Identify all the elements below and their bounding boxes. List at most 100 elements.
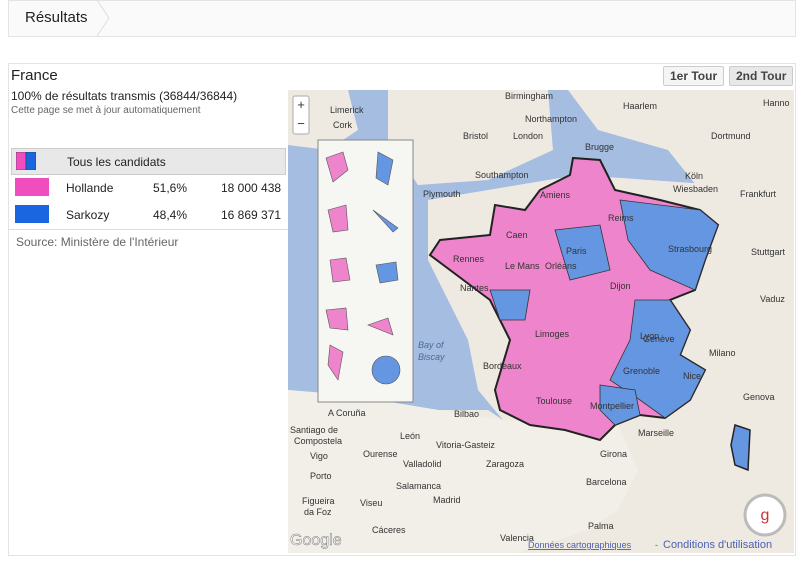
region[interactable] (554, 224, 611, 281)
breadcrumb-arrow (97, 0, 110, 37)
map-label: Rennes (453, 254, 485, 264)
map-label: Dijon (610, 281, 631, 291)
panel-title: France (11, 67, 58, 84)
map-label: Haarlem (623, 101, 657, 111)
map-label: Valladolid (403, 459, 441, 469)
map-label: Figueira (302, 496, 335, 506)
map-label: da Foz (304, 507, 332, 517)
land (388, 90, 553, 185)
map-label: Le Mans (505, 261, 540, 271)
candidate-votes: 18 000 438 (221, 181, 282, 195)
map-label: Dortmund (711, 131, 751, 141)
map-label: Nantes (460, 283, 489, 293)
region[interactable] (619, 199, 719, 291)
all-candidates-row[interactable]: Tous les candidats (11, 148, 286, 175)
map-label: Madrid (433, 495, 461, 505)
all-candidates: Tous les candidats (67, 155, 166, 169)
map-label: Bristol (463, 131, 488, 141)
map-label: Limoges (535, 329, 570, 339)
candidate-name: Sarkozy (66, 208, 110, 222)
zoom-out[interactable]: − (297, 116, 305, 131)
map-label: Salamanca (396, 481, 441, 491)
source: Source: Ministère de l'Intérieur (16, 235, 179, 249)
map-label: Vigo (310, 451, 328, 461)
map-label: Valencia (500, 533, 534, 543)
map-label: Southampton (475, 170, 529, 180)
map-label: Bay of (418, 340, 445, 350)
status: 100% de résultats transmis (36844/36844) (11, 89, 238, 103)
map-label: Viseu (360, 498, 382, 508)
map-label: Nice (683, 371, 701, 381)
map-label: Montpellier (590, 401, 634, 411)
candidate-percent: 48,4% (153, 208, 188, 222)
map-label: Genève (643, 334, 675, 344)
map-label: Palma (588, 521, 614, 531)
map-label: Plymouth (423, 189, 461, 199)
tab[interactable]: 2nd Tour (729, 66, 794, 86)
candidate-name: Hollande (66, 181, 114, 195)
land (288, 90, 794, 220)
map-label: Porto (310, 471, 332, 481)
region[interactable] (609, 299, 706, 419)
tab[interactable]: 1er Tour (663, 66, 725, 86)
map-label: Grenoble (623, 366, 660, 376)
map-label: Limerick (330, 105, 364, 115)
map-label: London (513, 131, 543, 141)
g-icon: g (761, 507, 770, 524)
map-label: Brugge (585, 142, 614, 152)
zoom-in[interactable]: + (297, 97, 305, 112)
map-label: Cáceres (372, 525, 406, 535)
map-label: Bordeaux (483, 361, 522, 371)
map-label: Zaragoza (486, 459, 524, 469)
map-label: Strasbourg (668, 244, 712, 254)
map-label: León (400, 431, 420, 441)
auto-note: Cette page se met à jour automatiquement (11, 105, 201, 116)
map-logo: Google (290, 532, 342, 549)
separator: - (655, 540, 658, 550)
panel (8, 63, 796, 556)
region[interactable] (599, 384, 641, 426)
divider (8, 229, 288, 230)
map-label: Vitoria-Gasteiz (436, 440, 495, 450)
map-label: Amiens (540, 190, 571, 200)
map-label: Milano (709, 348, 736, 358)
map-label: Genova (743, 392, 775, 402)
map-label: Köln (685, 171, 703, 181)
map-label: Birmingham (505, 91, 553, 101)
candidate-votes: 16 869 371 (221, 208, 282, 222)
map-label: Bilbao (454, 409, 479, 419)
map-label: Caen (506, 230, 528, 240)
breadcrumb-title[interactable]: Résultats (25, 9, 88, 26)
map-label: Hanno (763, 98, 790, 108)
map-label: Orléans (545, 261, 577, 271)
map-data-link[interactable]: Données cartographiques (528, 540, 632, 550)
map-label: Reims (608, 213, 634, 223)
land (288, 390, 638, 553)
map-label: Cork (333, 120, 353, 130)
map-label: Toulouse (536, 396, 572, 406)
mixed-swatch (16, 152, 36, 170)
map-label: Paris (566, 246, 587, 256)
region[interactable] (489, 289, 531, 321)
terms-link[interactable]: Conditions d'utilisation (663, 539, 772, 551)
map-label: Girona (600, 449, 627, 459)
candidate-row[interactable]: Hollande 51,6% 18 000 438 (11, 175, 284, 200)
map-label: Stuttgart (751, 247, 786, 257)
google-plus-badge[interactable] (743, 493, 787, 537)
map-label: Lyon (640, 331, 659, 341)
candidate-row[interactable]: Sarkozy 48,4% 16 869 371 (11, 202, 284, 227)
swatch (15, 178, 49, 196)
map-label: Northampton (525, 114, 577, 124)
map-label: A Coruña (328, 408, 366, 418)
map-label: Santiago de (290, 425, 338, 435)
breadcrumb: Résultats (8, 0, 796, 37)
corsica[interactable] (730, 424, 751, 472)
zoom-control (292, 95, 310, 135)
candidate-percent: 51,6% (153, 181, 188, 195)
map-label: Frankfurt (740, 189, 777, 199)
map-label: Ourense (363, 449, 398, 459)
map-label: Biscay (418, 352, 445, 362)
map[interactable]: Limerick Cork Birmingham Northampton Haarlem… (288, 90, 794, 553)
swatch (15, 205, 49, 223)
